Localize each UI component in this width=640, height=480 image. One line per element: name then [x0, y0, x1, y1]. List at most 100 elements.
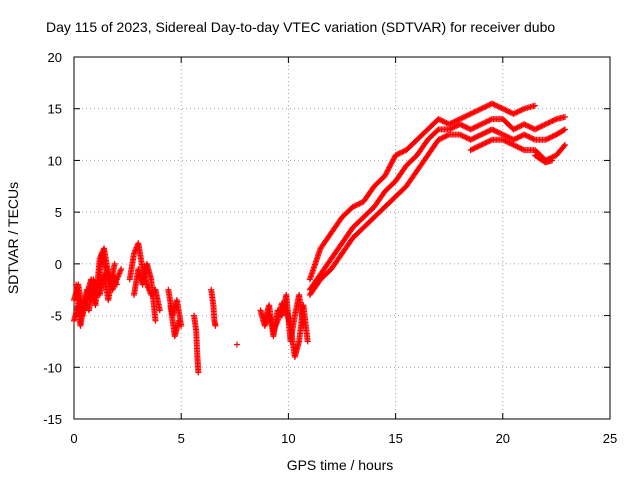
y-tick-label: -5 [50, 309, 62, 324]
data-point [518, 122, 525, 129]
data-point [456, 121, 463, 128]
data-point [544, 120, 551, 127]
data-point [561, 141, 568, 148]
data-point [515, 108, 522, 115]
data-point [552, 116, 559, 123]
data-point [468, 136, 475, 143]
data-point [444, 132, 451, 139]
ticks: 0 5 10 15 20 25 -15 -10 -5 0 5 10 15 20 [43, 50, 617, 446]
data-point [440, 118, 447, 125]
data-point [511, 136, 518, 143]
data-point [485, 128, 492, 135]
data-point [503, 133, 510, 140]
data-point [545, 119, 552, 126]
data-point [471, 124, 478, 131]
data-point [477, 106, 484, 113]
data-point [470, 145, 477, 152]
data-point [549, 117, 556, 124]
data-point [523, 132, 530, 139]
data-point [510, 141, 517, 148]
data-point [519, 146, 526, 153]
data-point [393, 151, 400, 158]
data-point [499, 131, 506, 138]
y-tick-label: 5 [55, 205, 62, 220]
data-point [525, 123, 532, 130]
data-point [498, 130, 505, 137]
data-point [507, 135, 514, 142]
data-point [482, 119, 489, 126]
data-point [490, 101, 497, 108]
data-point [482, 139, 489, 146]
data-point [195, 369, 202, 376]
data-point [502, 107, 509, 114]
data-point [458, 132, 465, 139]
data-point [467, 147, 474, 154]
data-point [439, 117, 446, 124]
data-point [542, 121, 549, 128]
data-point [495, 103, 502, 110]
data-point [486, 127, 493, 134]
data-point [485, 117, 492, 124]
data-point [549, 133, 556, 140]
data-point [501, 132, 508, 139]
data-point [541, 121, 548, 128]
data-point [470, 135, 477, 142]
data-point [349, 203, 356, 210]
y-axis-label: SDTVAR / TECUs [5, 182, 21, 294]
data-point [511, 110, 518, 117]
data-point [542, 136, 549, 143]
data-point [514, 143, 521, 150]
x-axis-label: GPS time / hours [287, 457, 394, 473]
data-point [399, 149, 406, 156]
y-tick-label: -15 [43, 412, 62, 427]
data-point [493, 102, 500, 109]
data-point [499, 136, 506, 143]
data-point [491, 101, 498, 108]
data-point [481, 104, 488, 111]
data-point [487, 116, 494, 123]
data-point [494, 103, 501, 110]
data-point [529, 135, 536, 142]
data-point [400, 148, 407, 155]
x-tick-label: 0 [70, 431, 77, 446]
data-point [510, 126, 517, 133]
data-points [71, 100, 568, 376]
data-point [466, 111, 473, 118]
data-point [550, 132, 557, 139]
data-point [478, 131, 485, 138]
data-point [515, 144, 522, 151]
data-point [440, 134, 447, 141]
data-point [513, 135, 520, 142]
data-point [470, 125, 477, 132]
data-point [483, 103, 490, 110]
data-point [546, 134, 553, 141]
data-point [456, 116, 463, 123]
data-point [531, 126, 538, 133]
data-point [471, 145, 478, 152]
data-point [468, 110, 475, 117]
data-point [514, 108, 521, 115]
data-point [477, 132, 484, 139]
data-point [511, 142, 518, 149]
x-tick-label: 5 [178, 431, 185, 446]
data-point [493, 128, 500, 135]
data-point [549, 157, 556, 164]
data-point [522, 132, 529, 139]
data-point [436, 116, 443, 123]
data-point [304, 338, 311, 345]
data-point [212, 322, 219, 329]
data-point [537, 123, 544, 130]
data-point [487, 137, 494, 144]
data-point [479, 105, 486, 112]
y-tick-label: 15 [48, 102, 62, 117]
data-point [473, 144, 479, 151]
data-point [446, 126, 453, 133]
data-point [464, 112, 471, 119]
data-point [482, 103, 489, 110]
data-point [503, 138, 510, 145]
data-point [477, 121, 484, 128]
data-point [356, 200, 363, 207]
data-point [498, 105, 505, 112]
data-point [436, 136, 443, 143]
